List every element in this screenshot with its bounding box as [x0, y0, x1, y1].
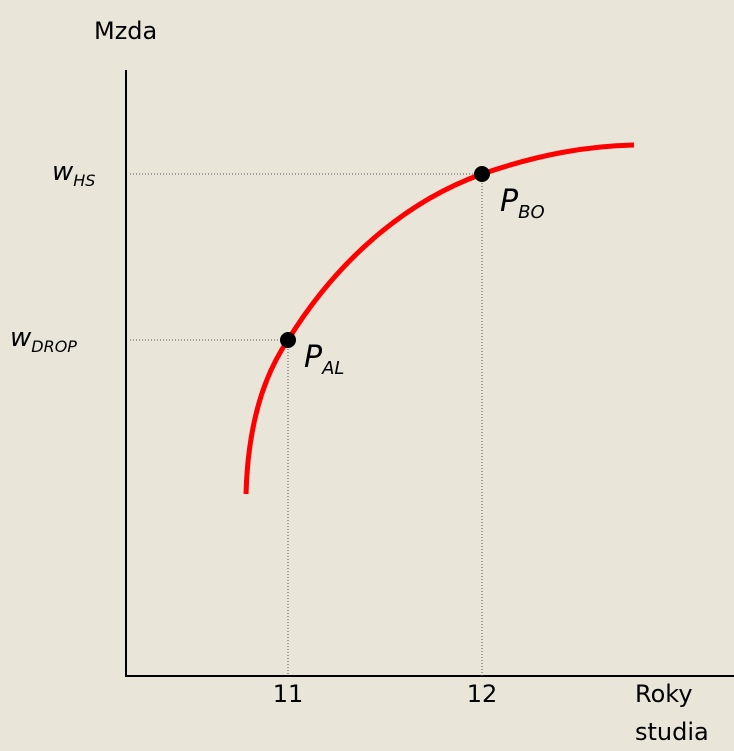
point-subscript: BO: [518, 202, 545, 223]
x-tick-label: 11: [273, 680, 304, 708]
x-axis-label: studia: [635, 718, 709, 746]
point-label: PAL: [304, 340, 344, 379]
wage-label: wHS: [52, 157, 95, 190]
point-label: PBO: [500, 184, 545, 223]
y-axis-label: Mzda: [94, 17, 157, 45]
point-subscript: AL: [321, 358, 344, 379]
guides: [130, 173, 483, 676]
wage-subscript: DROP: [31, 337, 77, 356]
point-dot: [280, 332, 296, 348]
wage-label: wDROP: [10, 323, 77, 356]
x-axis-label: Roky: [635, 680, 693, 708]
wage-symbol: w: [52, 157, 74, 187]
point-dot: [474, 166, 490, 182]
x-tick-label: 12: [467, 680, 498, 708]
wage-subscript: HS: [73, 171, 95, 190]
wage-symbol: w: [10, 323, 32, 353]
point-symbol: P: [304, 340, 323, 375]
point-symbol: P: [500, 184, 519, 219]
wage-curve: [243, 142, 635, 495]
